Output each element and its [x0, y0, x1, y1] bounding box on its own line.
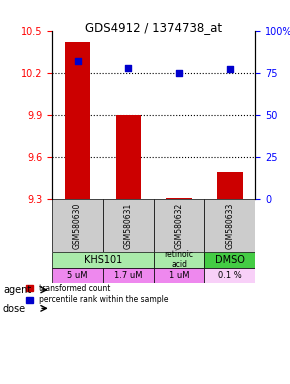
Text: DMSO: DMSO [215, 255, 245, 265]
Legend: transformed count, percentile rank within the sample: transformed count, percentile rank withi… [26, 284, 169, 304]
FancyBboxPatch shape [154, 199, 204, 252]
Text: GSM580632: GSM580632 [175, 202, 184, 248]
FancyBboxPatch shape [103, 199, 154, 252]
Text: agent: agent [3, 285, 31, 295]
Text: 5 uM: 5 uM [67, 271, 88, 280]
Bar [116, 115, 141, 199]
Text: 0.1 %: 0.1 % [218, 271, 242, 280]
Text: dose: dose [3, 304, 26, 314]
FancyBboxPatch shape [52, 199, 103, 252]
Bar [166, 198, 192, 199]
Text: retinoic
acid: retinoic acid [165, 250, 194, 269]
Point [126, 65, 130, 71]
Text: GSM580631: GSM580631 [124, 202, 133, 248]
FancyBboxPatch shape [154, 268, 204, 283]
Text: GDS4912 / 1374738_at: GDS4912 / 1374738_at [85, 21, 222, 34]
Bar [65, 42, 90, 199]
Point [75, 58, 80, 64]
FancyBboxPatch shape [103, 268, 154, 283]
FancyBboxPatch shape [204, 252, 255, 268]
FancyBboxPatch shape [52, 252, 154, 268]
Text: 1.7 uM: 1.7 uM [114, 271, 143, 280]
FancyBboxPatch shape [204, 199, 255, 252]
FancyBboxPatch shape [154, 252, 204, 268]
Text: KHS101: KHS101 [84, 255, 122, 265]
Point [177, 70, 182, 76]
Text: 1 uM: 1 uM [169, 271, 189, 280]
Bar [217, 172, 242, 199]
FancyBboxPatch shape [52, 268, 103, 283]
FancyBboxPatch shape [204, 268, 255, 283]
Text: GSM580633: GSM580633 [225, 202, 234, 248]
Point [227, 66, 232, 73]
Text: GSM580630: GSM580630 [73, 202, 82, 248]
